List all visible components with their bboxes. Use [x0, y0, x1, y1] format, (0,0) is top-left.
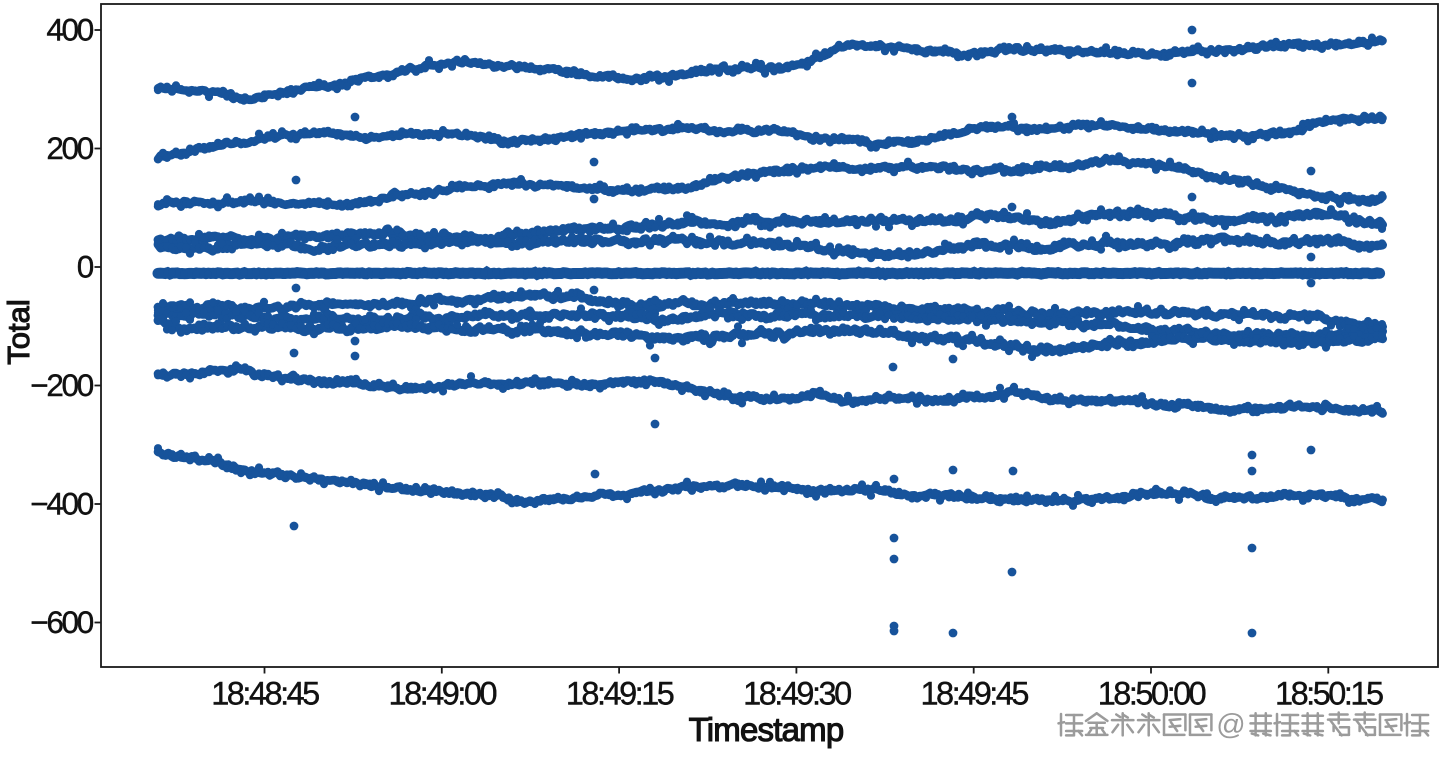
svg-text:−400: −400 [30, 486, 94, 522]
svg-text:−200: −200 [30, 367, 94, 403]
svg-text:@: @ [1216, 709, 1245, 741]
svg-text:400: 400 [46, 12, 93, 48]
svg-text:18:49:30: 18:49:30 [743, 676, 851, 712]
svg-text:−600: −600 [30, 604, 94, 640]
svg-text:18:50:15: 18:50:15 [1275, 676, 1383, 712]
svg-text:18:49:00: 18:49:00 [389, 676, 497, 712]
svg-text:18:48:45: 18:48:45 [211, 676, 319, 712]
svg-text:18:50:00: 18:50:00 [1098, 676, 1206, 712]
svg-text:18:49:45: 18:49:45 [920, 676, 1028, 712]
svg-text:0: 0 [77, 249, 94, 285]
svg-text:Timestamp: Timestamp [689, 711, 844, 748]
svg-text:200: 200 [46, 130, 93, 166]
svg-text:18:49:15: 18:49:15 [566, 676, 674, 712]
svg-text:Total: Total [1, 299, 36, 364]
